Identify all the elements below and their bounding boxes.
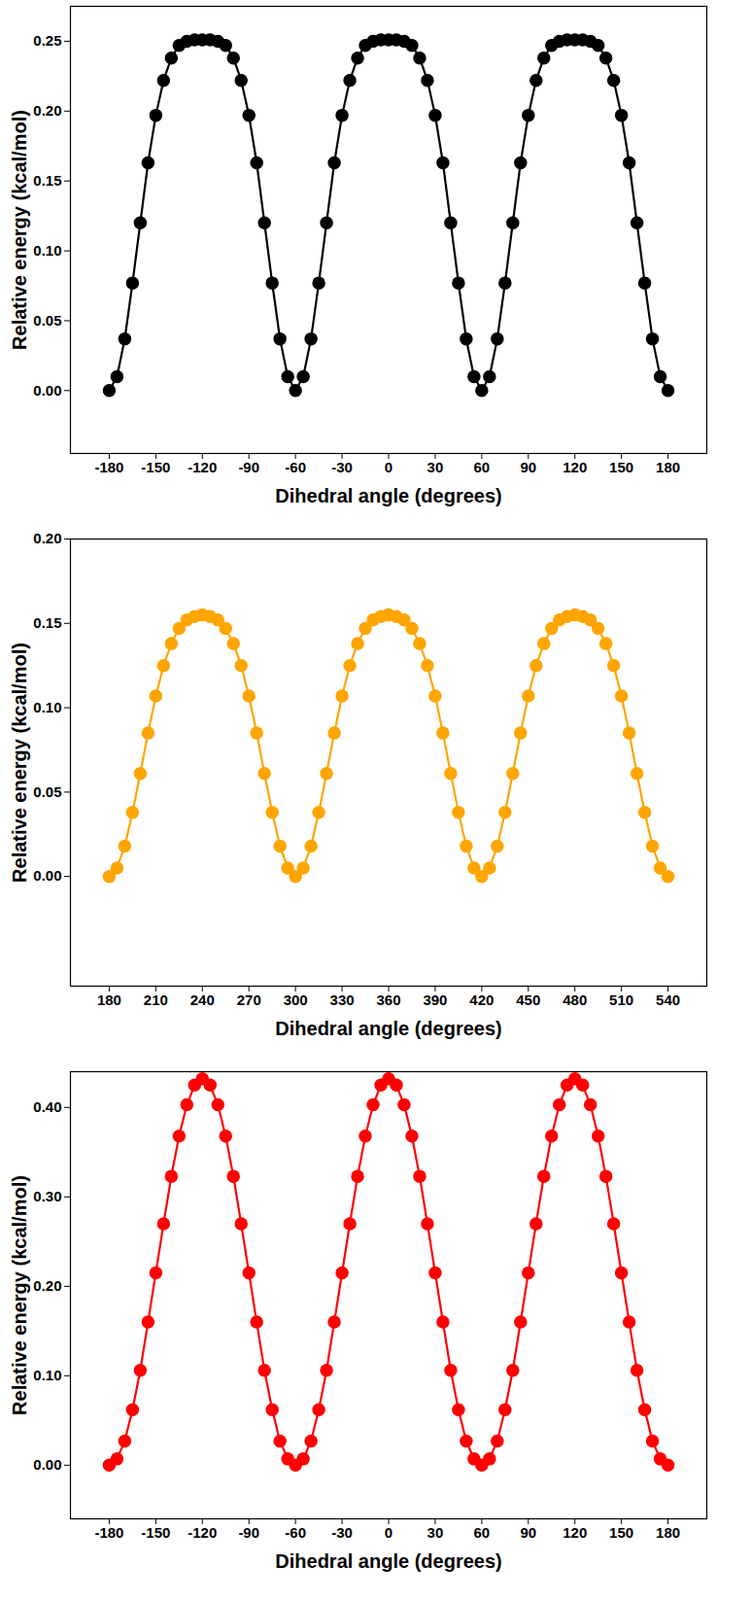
svg-text:Dihedral angle (degrees): Dihedral angle (degrees)	[274, 1017, 502, 1039]
svg-text:0.00: 0.00	[33, 381, 62, 399]
svg-text:30: 30	[427, 458, 444, 476]
svg-text:180: 180	[655, 458, 681, 476]
svg-text:90: 90	[519, 1523, 537, 1540]
svg-text:Relative energy (kcal/mol): Relative energy (kcal/mol)	[8, 109, 31, 350]
svg-text:Dihedral angle (degrees): Dihedral angle (degrees)	[274, 484, 502, 507]
svg-text:Relative energy (kcal/mol): Relative energy (kcal/mol)	[8, 1174, 31, 1415]
svg-text:0.00: 0.00	[33, 866, 62, 884]
svg-text:150: 150	[609, 1523, 634, 1540]
svg-text:-150: -150	[140, 458, 171, 476]
svg-text:-120: -120	[187, 1523, 217, 1540]
svg-text:-90: -90	[238, 458, 260, 476]
svg-text:120: 120	[562, 458, 587, 476]
svg-text:450: 450	[515, 990, 541, 1008]
svg-text:0.40: 0.40	[33, 1097, 62, 1115]
svg-text:0.15: 0.15	[33, 171, 62, 189]
svg-text:0.15: 0.15	[33, 614, 62, 631]
svg-text:240: 240	[190, 990, 215, 1008]
svg-text:210: 210	[143, 990, 169, 1008]
svg-text:-60: -60	[284, 1523, 307, 1540]
svg-text:0.00: 0.00	[33, 1455, 62, 1472]
svg-text:360: 360	[375, 990, 401, 1008]
svg-text:-30: -30	[331, 458, 353, 476]
svg-text:-30: -30	[331, 1523, 353, 1540]
svg-text:0.10: 0.10	[33, 241, 62, 259]
svg-text:540: 540	[655, 990, 681, 1008]
svg-text:0.05: 0.05	[33, 311, 62, 329]
svg-text:90: 90	[519, 458, 537, 476]
svg-text:0.20: 0.20	[33, 532, 62, 547]
svg-text:0.05: 0.05	[33, 783, 62, 800]
svg-text:60: 60	[474, 458, 491, 476]
svg-text:0.30: 0.30	[33, 1187, 62, 1204]
svg-text:0.10: 0.10	[33, 698, 62, 716]
svg-text:0: 0	[384, 1523, 393, 1540]
svg-text:420: 420	[469, 990, 494, 1008]
svg-text:180: 180	[97, 990, 122, 1008]
svg-text:330: 330	[330, 990, 355, 1008]
svg-text:270: 270	[237, 990, 262, 1008]
svg-text:-180: -180	[94, 458, 124, 476]
svg-text:Dihedral angle (degrees): Dihedral angle (degrees)	[274, 1549, 502, 1571]
svg-text:0.20: 0.20	[33, 1276, 62, 1294]
svg-text:60: 60	[474, 1523, 491, 1540]
svg-text:0: 0	[384, 458, 393, 476]
svg-text:510: 510	[609, 990, 634, 1008]
svg-text:0.10: 0.10	[33, 1365, 62, 1383]
svg-text:480: 480	[562, 990, 587, 1008]
svg-text:150: 150	[609, 458, 634, 476]
svg-text:Relative energy (kcal/mol): Relative energy (kcal/mol)	[8, 642, 31, 883]
svg-text:-150: -150	[140, 1523, 171, 1540]
svg-text:0.25: 0.25	[33, 32, 62, 49]
svg-text:-90: -90	[238, 1523, 260, 1540]
svg-text:-180: -180	[94, 1523, 124, 1540]
svg-text:-120: -120	[187, 458, 217, 476]
svg-text:-60: -60	[284, 458, 307, 476]
svg-text:30: 30	[427, 1523, 444, 1540]
svg-text:180: 180	[655, 1523, 681, 1540]
svg-text:0.20: 0.20	[33, 102, 62, 119]
svg-text:300: 300	[283, 990, 308, 1008]
svg-text:120: 120	[562, 1523, 587, 1540]
svg-text:390: 390	[422, 990, 447, 1008]
